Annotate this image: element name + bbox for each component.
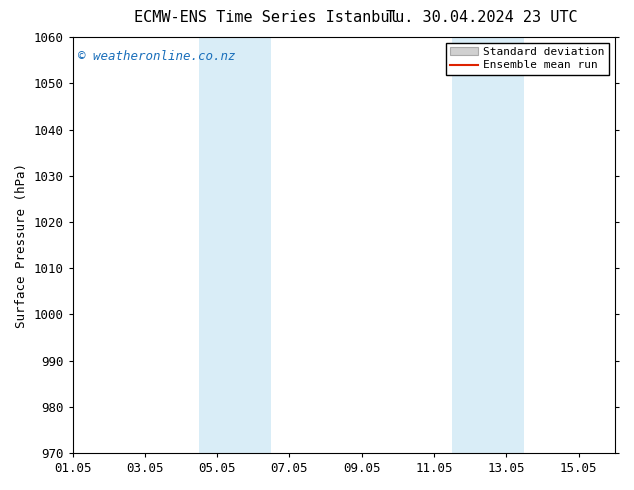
Bar — [452, 37, 524, 453]
Text: Tu. 30.04.2024 23 UTC: Tu. 30.04.2024 23 UTC — [386, 10, 578, 25]
Text: © weatheronline.co.nz: © weatheronline.co.nz — [78, 49, 235, 63]
Y-axis label: Surface Pressure (hPa): Surface Pressure (hPa) — [15, 163, 28, 327]
Text: ECMW-ENS Time Series Istanbul: ECMW-ENS Time Series Istanbul — [134, 10, 399, 25]
Bar — [199, 37, 271, 453]
Legend: Standard deviation, Ensemble mean run: Standard deviation, Ensemble mean run — [446, 43, 609, 75]
